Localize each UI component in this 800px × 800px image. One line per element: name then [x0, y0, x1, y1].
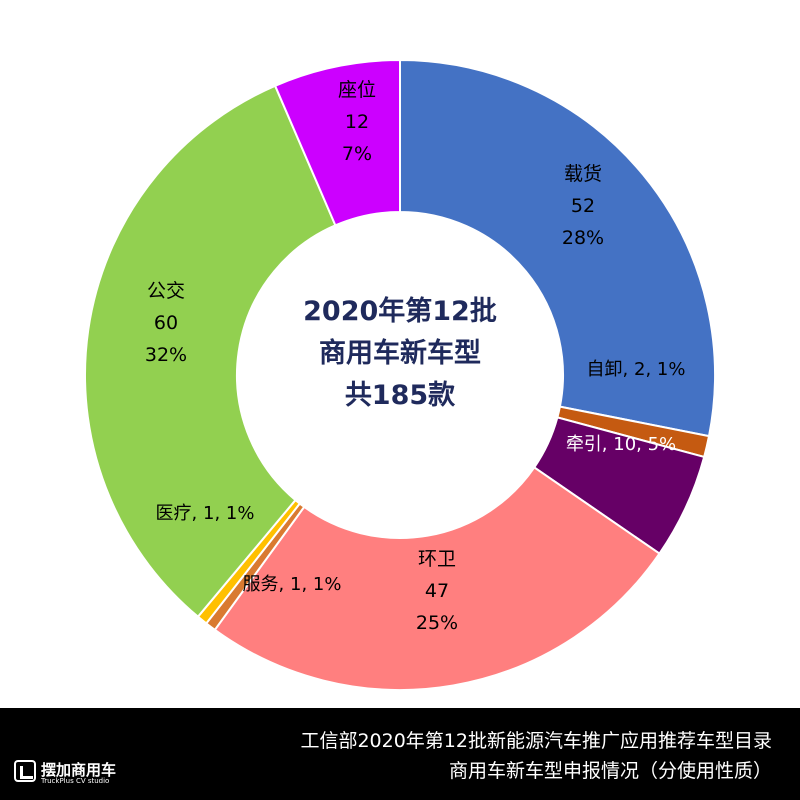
slice-label-name-0: 载货 — [564, 163, 602, 185]
slice-3 — [213, 466, 661, 691]
center-title-line-2: 商用车新车型 — [319, 337, 481, 369]
slice-label-1: 自卸, 2, 1% — [587, 359, 686, 380]
slice-7 — [273, 58, 401, 227]
slice-label-name-3: 环卫 — [418, 548, 456, 570]
footer-caption-line2: 商用车新车型申报情况（分使用性质） — [448, 760, 772, 782]
slice-label-name-7: 座位 — [338, 79, 376, 101]
footer-bar — [0, 708, 800, 800]
slice-label-value-7: 12 — [345, 111, 369, 133]
slice-label-percent-6: 32% — [145, 344, 187, 366]
center-title-line-3: 共185款 — [345, 380, 456, 411]
slice-label-percent-0: 28% — [562, 227, 604, 249]
slice-6 — [84, 84, 337, 619]
footer-caption-line1: 工信部2020年第12批新能源汽车推广应用推荐车型目录 — [300, 730, 772, 752]
logo-name: 摆加商用车 — [41, 761, 117, 779]
slice-0 — [399, 58, 716, 438]
donut-slices — [84, 58, 716, 691]
slice-label-4: 服务, 1, 1% — [243, 574, 342, 595]
slice-label-value-6: 60 — [154, 312, 178, 334]
slice-label-name-6: 公交 — [147, 280, 185, 302]
slice-label-value-3: 47 — [425, 580, 449, 602]
logo-mark-icon — [14, 760, 36, 782]
slice-label-2: 牵引, 10, 5% — [566, 434, 676, 455]
slice-labels: 载货 52 28% 自卸, 2, 1% 牵引, 10, 5% 环卫 47 25% 服务, 1, … — [145, 79, 686, 634]
slice-label-percent-7: 7% — [342, 143, 372, 165]
slice-label-value-0: 52 — [571, 195, 595, 217]
logo-subtitle: TruckPlus CV studio — [41, 777, 110, 785]
slice-label-percent-3: 25% — [416, 612, 458, 634]
center-title-line-1: 2020年第12批 — [303, 295, 497, 327]
slice-label-5: 医疗, 1, 1% — [156, 503, 255, 524]
brand-logo: 摆加商用车 TruckPlus CV studio — [14, 760, 174, 790]
donut-chart: 载货 52 28% 自卸, 2, 1% 牵引, 10, 5% 环卫 47 25% 服务, 1, … — [84, 58, 716, 691]
